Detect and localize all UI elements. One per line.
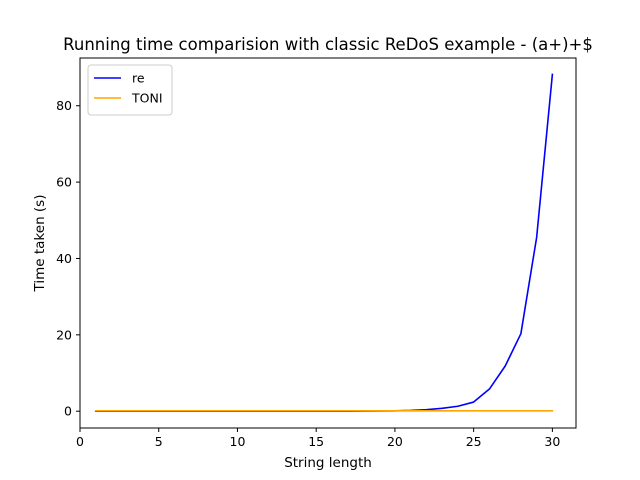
y-axis-label: Time taken (s) <box>32 195 48 293</box>
x-tick-label: 0 <box>76 434 84 449</box>
y-tick-label: 20 <box>56 327 72 342</box>
legend-label: re <box>132 71 145 86</box>
y-tick-label: 60 <box>56 175 72 190</box>
chart-title: Running time comparision with classic Re… <box>63 35 593 54</box>
y-axis: 0 20 40 60 80 <box>56 98 80 419</box>
legend: re TONI <box>87 64 173 116</box>
y-tick-label: 80 <box>56 98 72 113</box>
x-tick-label: 5 <box>155 434 163 449</box>
legend-label: TONI <box>131 91 163 106</box>
plot-area <box>94 73 554 413</box>
plot-frame <box>79 57 577 429</box>
x-tick-label: 10 <box>230 434 246 449</box>
y-tick-label: 0 <box>64 404 72 419</box>
x-tick-label: 20 <box>387 434 403 449</box>
x-tick-label: 30 <box>544 434 560 449</box>
x-axis: 0 5 10 15 20 25 30 <box>76 428 560 449</box>
x-tick-label: 25 <box>466 434 482 449</box>
x-axis-label: String length <box>284 455 372 471</box>
y-tick-label: 40 <box>56 251 72 266</box>
x-tick-label: 15 <box>308 434 324 449</box>
